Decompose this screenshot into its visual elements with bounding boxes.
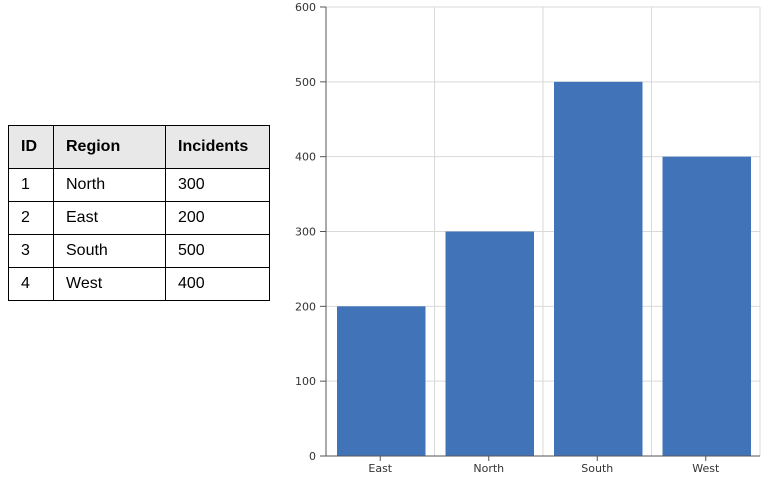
y-tick-label: 0 bbox=[309, 450, 316, 463]
bar-south bbox=[554, 81, 643, 456]
x-tick-label: East bbox=[368, 462, 392, 475]
table-row: 4 West 400 bbox=[8, 267, 270, 301]
cell-id: 4 bbox=[8, 267, 54, 301]
table-row: 3 South 500 bbox=[8, 234, 270, 268]
bar-west bbox=[662, 156, 751, 456]
cell-id: 2 bbox=[8, 201, 54, 235]
y-tick-label: 300 bbox=[295, 226, 316, 239]
cell-region: West bbox=[53, 267, 166, 301]
table-row: 2 East 200 bbox=[8, 201, 270, 235]
bar-north bbox=[445, 231, 534, 456]
x-tick-label: North bbox=[473, 462, 504, 475]
y-tick-label: 600 bbox=[295, 1, 316, 14]
y-tick-label: 100 bbox=[295, 375, 316, 388]
cell-incidents: 500 bbox=[165, 234, 270, 268]
table-header-row: ID Region Incidents bbox=[8, 125, 270, 169]
cell-incidents: 400 bbox=[165, 267, 270, 301]
header-id: ID bbox=[8, 125, 54, 169]
cell-incidents: 200 bbox=[165, 201, 270, 235]
x-tick-label: West bbox=[692, 462, 720, 475]
table-row: 1 North 300 bbox=[8, 168, 270, 202]
cell-region: South bbox=[53, 234, 166, 268]
cell-incidents: 300 bbox=[165, 168, 270, 202]
cell-region: East bbox=[53, 201, 166, 235]
y-tick-label: 200 bbox=[295, 300, 316, 313]
x-tick-label: South bbox=[581, 462, 613, 475]
y-tick-label: 500 bbox=[295, 76, 316, 89]
bar-east bbox=[337, 306, 426, 456]
y-tick-label: 400 bbox=[295, 151, 316, 164]
cell-id: 1 bbox=[8, 168, 54, 202]
incidents-table: ID Region Incidents 1 North 300 2 East 200 3 So… bbox=[8, 125, 270, 301]
